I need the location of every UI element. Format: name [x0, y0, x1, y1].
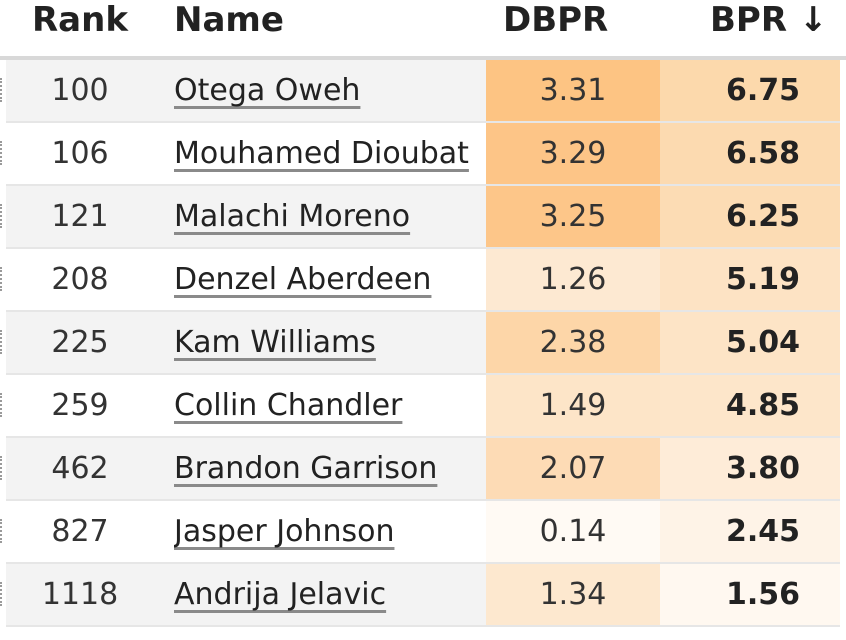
table-row: 208 Denzel Aberdeen 1.26 5.19 — [0, 249, 840, 312]
name-cell: Collin Chandler — [174, 375, 486, 436]
rank-cell: 1118 — [41, 577, 119, 612]
table-row: 1118 Andrija Jelavic 1.34 1.56 — [0, 564, 840, 627]
player-name-link[interactable]: Denzel Aberdeen — [174, 262, 432, 297]
row-drag-handle-icon[interactable] — [0, 393, 6, 417]
player-name-link[interactable]: Andrija Jelavic — [174, 577, 387, 612]
row-drag-handle-icon[interactable] — [0, 267, 6, 291]
name-cell: Denzel Aberdeen — [174, 249, 486, 310]
dbpr-cell: 0.14 — [486, 501, 660, 562]
table-header: Rank Name DBPR BPR ↓ — [0, 0, 846, 60]
dbpr-cell: 1.49 — [486, 375, 660, 436]
row-drag-handle-icon[interactable] — [0, 78, 6, 102]
player-name-link[interactable]: Jasper Johnson — [174, 514, 395, 549]
rank-cell: 225 — [51, 325, 109, 360]
table-row: 462 Brandon Garrison 2.07 3.80 — [0, 438, 840, 501]
rank-cell: 208 — [51, 262, 109, 297]
dbpr-cell: 3.29 — [486, 123, 660, 184]
name-cell: Kam Williams — [174, 312, 486, 373]
bpr-cell: 3.80 — [660, 438, 840, 499]
dbpr-cell: 3.25 — [486, 186, 660, 247]
bpr-cell: 4.85 — [660, 375, 840, 436]
table-row: 259 Collin Chandler 1.49 4.85 — [0, 375, 840, 438]
bpr-cell: 6.25 — [660, 186, 840, 247]
dbpr-cell: 3.31 — [486, 60, 660, 121]
row-drag-handle-icon[interactable] — [0, 456, 6, 480]
column-header-rank[interactable]: Rank — [32, 0, 128, 40]
bpr-cell: 6.75 — [660, 60, 840, 121]
player-name-link[interactable]: Mouhamed Dioubat — [174, 136, 469, 171]
dbpr-cell: 2.38 — [486, 312, 660, 373]
dbpr-cell: 2.07 — [486, 438, 660, 499]
dbpr-cell: 1.26 — [486, 249, 660, 310]
player-name-link[interactable]: Kam Williams — [174, 325, 376, 360]
row-drag-handle-icon[interactable] — [0, 204, 6, 228]
bpr-cell: 5.19 — [660, 249, 840, 310]
player-name-link[interactable]: Brandon Garrison — [174, 451, 438, 486]
row-drag-handle-icon[interactable] — [0, 330, 6, 354]
rank-cell: 462 — [51, 451, 109, 486]
table-row: 100 Otega Oweh 3.31 6.75 — [0, 60, 840, 123]
row-drag-handle-icon[interactable] — [0, 519, 6, 543]
rank-cell: 100 — [51, 73, 109, 108]
player-name-link[interactable]: Otega Oweh — [174, 73, 361, 108]
table-row: 106 Mouhamed Dioubat 3.29 6.58 — [0, 123, 840, 186]
rank-cell: 121 — [51, 199, 109, 234]
column-header-dbpr[interactable]: DBPR — [503, 0, 609, 40]
table-row: 225 Kam Williams 2.38 5.04 — [0, 312, 840, 375]
name-cell: Andrija Jelavic — [174, 564, 486, 625]
rank-cell: 827 — [51, 514, 109, 549]
bpr-cell: 2.45 — [660, 501, 840, 562]
table-row: 827 Jasper Johnson 0.14 2.45 — [0, 501, 840, 564]
player-name-link[interactable]: Malachi Moreno — [174, 199, 411, 234]
column-header-name[interactable]: Name — [174, 0, 284, 40]
row-drag-handle-icon[interactable] — [0, 582, 6, 606]
bpr-cell: 1.56 — [660, 564, 840, 625]
column-header-bpr-sorted-desc[interactable]: BPR ↓ — [710, 0, 828, 40]
row-drag-handle-icon[interactable] — [0, 141, 6, 165]
bpr-cell: 6.58 — [660, 123, 840, 184]
name-cell: Malachi Moreno — [174, 186, 486, 247]
name-cell: Jasper Johnson — [174, 501, 486, 562]
bpr-cell: 5.04 — [660, 312, 840, 373]
rank-cell: 259 — [51, 388, 109, 423]
player-name-link[interactable]: Collin Chandler — [174, 388, 403, 423]
rank-cell: 106 — [51, 136, 109, 171]
name-cell: Brandon Garrison — [174, 438, 486, 499]
name-cell: Otega Oweh — [174, 60, 486, 121]
dbpr-cell: 1.34 — [486, 564, 660, 625]
table-row: 121 Malachi Moreno 3.25 6.25 — [0, 186, 840, 249]
name-cell: Mouhamed Dioubat — [174, 123, 486, 184]
